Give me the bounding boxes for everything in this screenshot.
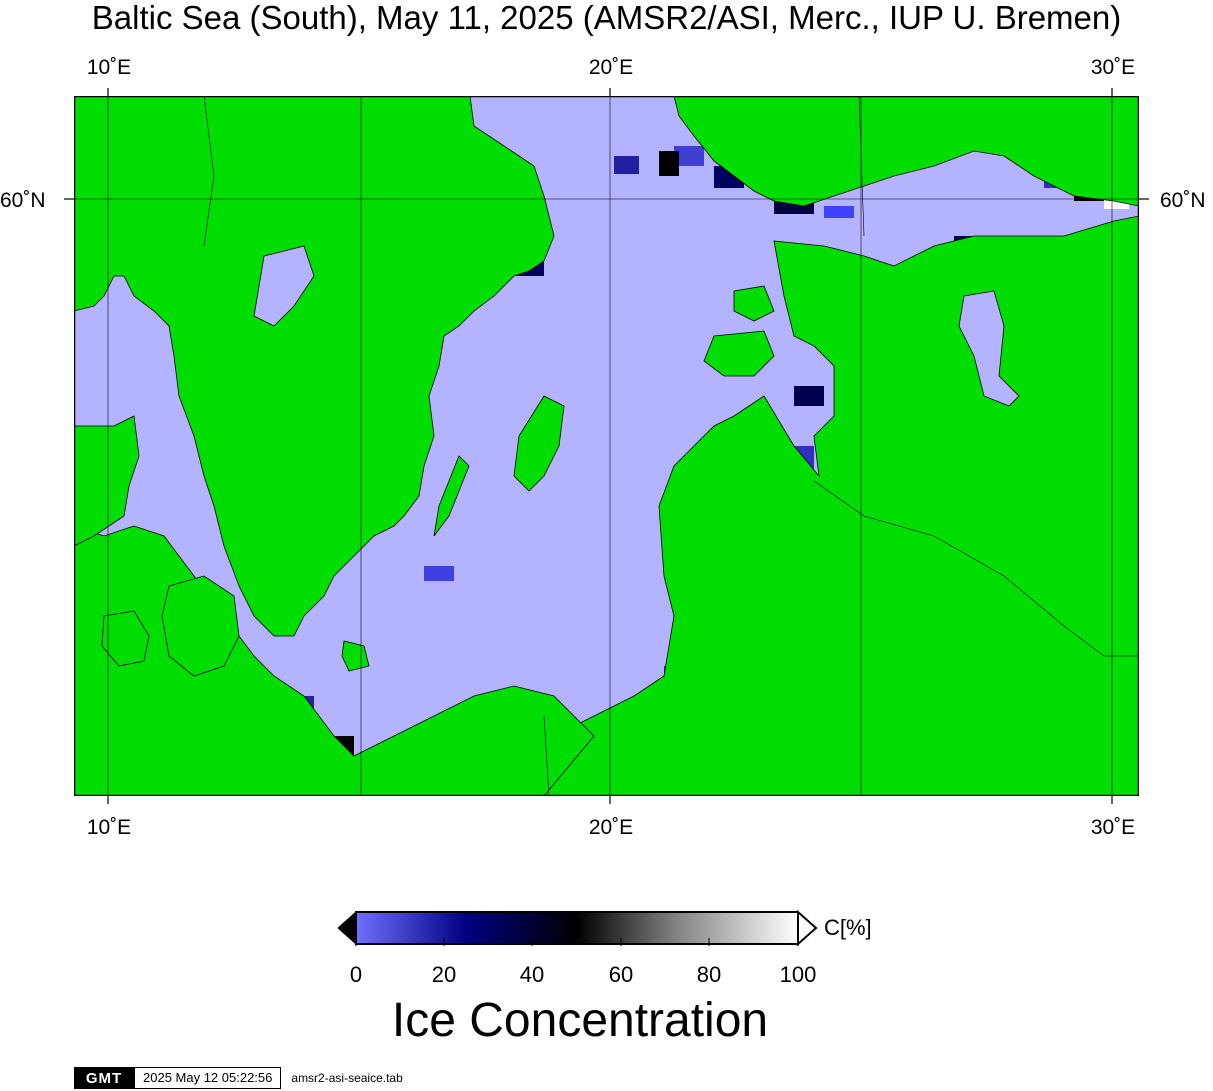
source-filename: amsr2-asi-seaice.tab (291, 1071, 403, 1085)
map-title: Baltic Sea (South), May 11, 2025 (AMSR2/… (91, 0, 1122, 36)
colorbar-unit: C[%] (824, 915, 872, 940)
land-hiiumaa (733, 285, 775, 322)
colorbar-title: Ice Concentration (391, 994, 769, 1047)
baltic-ice-map (74, 96, 1139, 796)
colorbar-tick-100: 100 (779, 962, 817, 987)
colorbar-tick-0: 0 (349, 962, 363, 987)
colorbar-tick-60: 60 (608, 962, 634, 987)
lon-label-top-30e: 30˚E (1090, 56, 1136, 79)
land-saaremaa (703, 330, 775, 377)
lon-label-top-20e: 20˚E (588, 56, 634, 79)
frame-ticks (64, 88, 1149, 804)
land-zealand (161, 575, 240, 677)
colorbar-low-arrow (338, 910, 357, 946)
colorbar-tick-20: 20 (431, 962, 457, 987)
colorbar-high-arrow (797, 910, 818, 946)
land-gotland (513, 395, 565, 492)
lon-label-bottom-30e: 30˚E (1090, 816, 1136, 839)
lon-label-bottom-10e: 10˚E (86, 816, 132, 839)
lat-label-left-60n: 60˚N (0, 189, 46, 212)
gmt-timestamp: 2025 May 12 05:22:56 (134, 1067, 282, 1089)
map-frame (74, 96, 1139, 796)
colorbar (338, 910, 818, 946)
land (74, 96, 1139, 796)
country-borders (203, 96, 1139, 796)
lake-vanern-land (253, 245, 315, 327)
lake-peipus (958, 290, 1020, 407)
colorbar-gradient (355, 911, 799, 945)
land-scandinavia (74, 96, 555, 637)
lon-label-top-10e: 10˚E (86, 56, 132, 79)
lat-label-right-60n: 60˚N (1160, 189, 1206, 212)
lon-label-bottom-20e: 20˚E (588, 816, 634, 839)
land-finland (673, 96, 1139, 207)
land-bornholm (341, 640, 370, 672)
gmt-timestamp-stamp: GMT 2025 May 12 05:22:56 amsr2-asi-seaic… (74, 1067, 403, 1089)
land-denmark (74, 415, 140, 547)
gmt-logo: GMT (74, 1067, 134, 1089)
colorbar-tick-80: 80 (696, 962, 722, 987)
land-oland (433, 455, 470, 537)
graticule (74, 96, 1139, 796)
land-funen (101, 610, 150, 667)
colorbar-tick-40: 40 (519, 962, 545, 987)
